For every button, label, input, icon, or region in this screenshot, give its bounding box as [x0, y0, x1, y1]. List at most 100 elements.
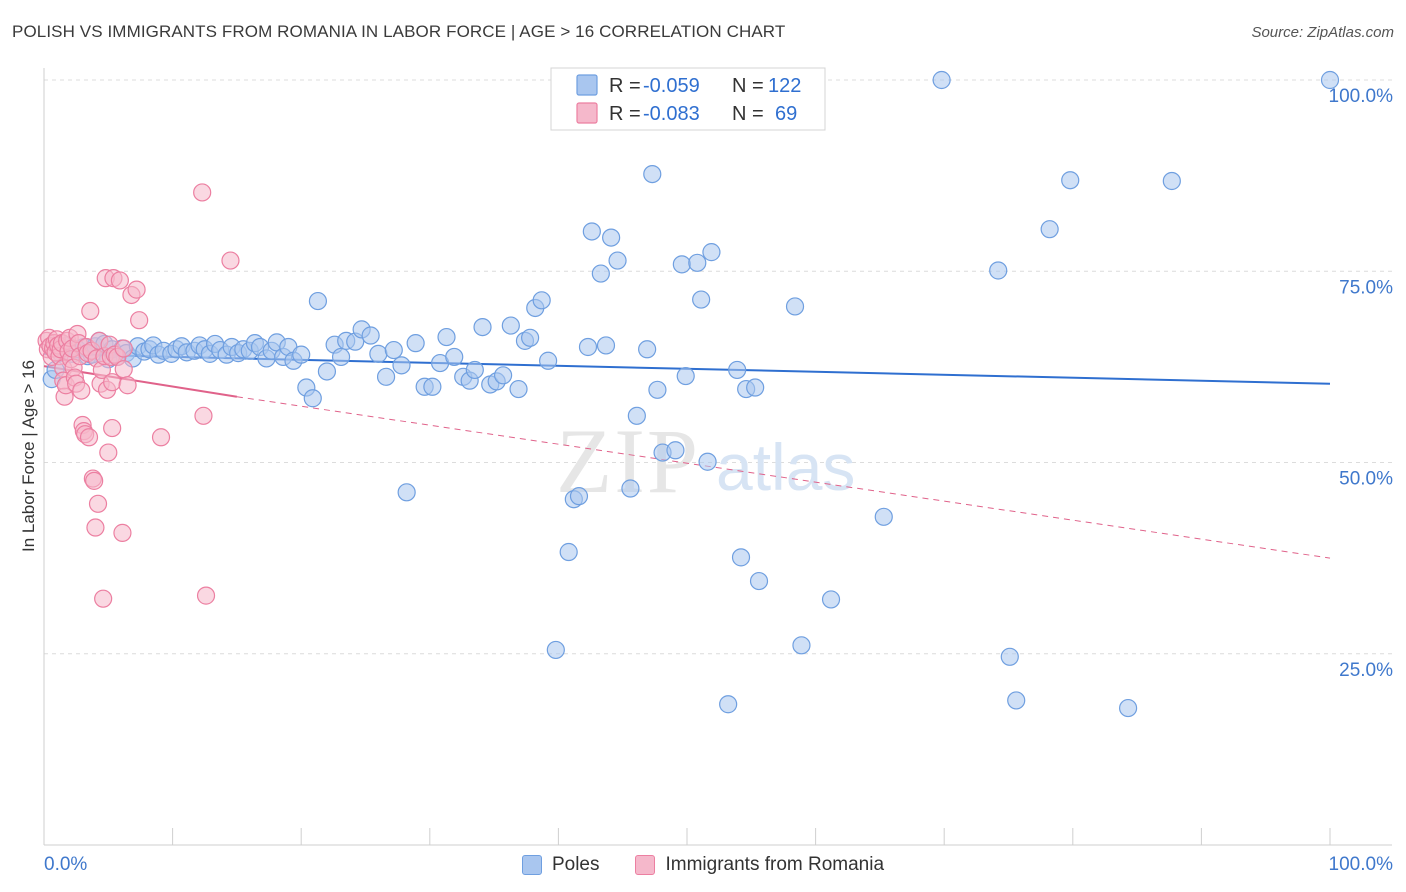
point-poles: [303, 389, 322, 408]
point-poles: [602, 228, 621, 247]
point-poles: [1000, 647, 1019, 666]
legend-n-value-romania: 69: [775, 103, 797, 125]
legend-n-label-romania: N =: [732, 103, 764, 125]
point-poles: [1162, 171, 1181, 191]
point-poles: [445, 347, 464, 367]
y-tick-label-25: 25.0%: [1339, 660, 1393, 681]
point-romania: [103, 418, 122, 438]
gridlines: [43, 79, 1392, 845]
point-poles: [874, 507, 893, 526]
point-romania: [151, 428, 171, 447]
point-poles: [1007, 691, 1026, 710]
point-poles: [473, 317, 492, 337]
point-romania: [127, 280, 146, 299]
point-poles: [397, 483, 416, 502]
point-poles: [317, 362, 337, 381]
tick-labels: 25.0% 50.0% 75.0% 100.0% 0.0% 100.0%: [44, 86, 1393, 875]
point-poles: [731, 548, 751, 567]
point-poles: [749, 571, 769, 591]
legend-swatch-romania: [576, 102, 598, 124]
y-tick-label-100: 100.0%: [1329, 86, 1394, 107]
point-poles: [376, 367, 396, 386]
point-poles: [792, 636, 811, 655]
point-poles: [539, 351, 558, 370]
point-poles: [591, 264, 610, 283]
point-poles: [521, 328, 540, 347]
point-poles: [596, 336, 616, 355]
point-poles: [1320, 70, 1340, 90]
point-romania: [81, 301, 100, 321]
point-romania: [194, 406, 213, 425]
point-romania: [110, 271, 129, 290]
point-poles: [465, 360, 484, 380]
series-legend: Poles Immigrants from Romania: [0, 852, 1406, 878]
legend-item-romania[interactable]: Immigrants from Romania: [635, 854, 884, 876]
point-romania: [72, 381, 91, 400]
point-poles: [621, 479, 640, 498]
svg-text:R = -0.059 N =: R = -0.059 N = 122 R = -0.083 N = 69: [609, 75, 807, 125]
stats-legend: R = -0.059 N = 122 R = -0.083 N = 69: [550, 67, 826, 131]
point-poles: [638, 340, 657, 359]
point-poles: [582, 222, 601, 241]
point-poles: [361, 326, 380, 345]
point-poles: [746, 378, 765, 397]
watermark-atlas: atlas: [716, 430, 855, 504]
legend-swatch-poles: [576, 74, 598, 96]
point-poles: [392, 356, 411, 375]
point-poles: [643, 164, 662, 184]
point-poles: [1118, 698, 1138, 718]
x-tick-label-max: 100.0%: [1329, 854, 1394, 875]
point-poles: [437, 327, 456, 347]
point-romania: [99, 443, 118, 462]
point-romania: [94, 589, 113, 608]
point-poles: [578, 337, 598, 357]
x-tick-label-min: 0.0%: [44, 854, 87, 875]
point-poles: [308, 291, 328, 311]
point-poles: [627, 406, 646, 425]
point-poles: [1040, 220, 1059, 239]
legend-swatch-poles-icon: [521, 855, 542, 875]
y-tick-label-50: 50.0%: [1339, 469, 1393, 490]
point-romania: [113, 523, 132, 542]
point-poles: [509, 379, 528, 399]
point-poles: [608, 251, 627, 270]
point-romania: [118, 376, 137, 395]
legend-label-poles: Poles: [551, 854, 600, 875]
point-poles: [532, 291, 551, 310]
source-label: Source: ZipAtlas.com: [1251, 24, 1394, 41]
legend-r-value-poles: -0.059: [643, 75, 700, 97]
point-poles: [719, 695, 738, 714]
data-points: [37, 70, 1340, 718]
point-poles: [676, 366, 695, 386]
point-poles: [672, 255, 691, 274]
point-romania: [88, 494, 108, 513]
point-poles: [369, 344, 388, 363]
point-poles: [702, 243, 721, 262]
point-poles: [1061, 171, 1080, 190]
point-romania: [79, 428, 99, 447]
point-poles: [785, 297, 805, 316]
axes: [43, 68, 1392, 846]
point-poles: [932, 70, 951, 90]
point-poles: [423, 377, 442, 396]
legend-r-label-poles: R =: [609, 75, 641, 97]
y-tick-label-75: 75.0%: [1339, 277, 1393, 298]
point-romania: [114, 339, 133, 358]
legend-item-poles[interactable]: Poles: [521, 854, 600, 876]
point-poles: [688, 253, 707, 272]
point-romania: [196, 586, 216, 605]
point-poles: [559, 542, 578, 562]
point-romania: [193, 183, 212, 202]
point-romania: [86, 518, 105, 537]
point-poles: [692, 290, 711, 309]
y-axis-label: In Labor Force | Age > 16: [19, 360, 38, 552]
point-poles: [989, 261, 1008, 280]
legend-n-value-poles: 122: [768, 75, 801, 97]
point-poles: [728, 360, 747, 380]
legend-swatch-romania-icon: [635, 855, 656, 875]
point-romania: [85, 471, 104, 490]
point-poles: [406, 334, 425, 353]
point-poles: [648, 380, 667, 399]
chart-title: POLISH VS IMMIGRANTS FROM ROMANIA IN LAB…: [12, 22, 786, 41]
